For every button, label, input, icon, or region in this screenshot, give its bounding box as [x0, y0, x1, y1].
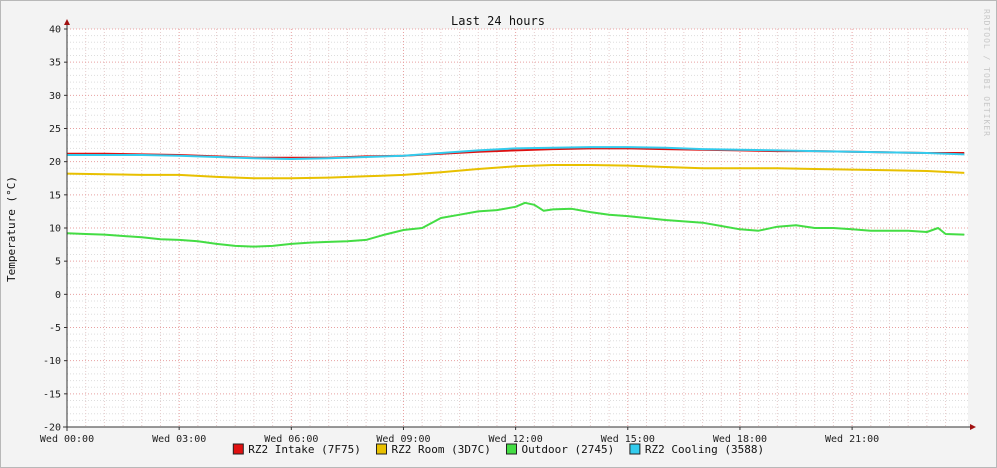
- y-tick-label: -10: [43, 356, 61, 367]
- watermark: RRDTOOL / TOBI OETIKER: [982, 9, 991, 137]
- y-tick-label: 40: [49, 25, 61, 36]
- x-tick-label: Wed 03:00: [152, 434, 206, 445]
- legend-swatch: [629, 443, 641, 455]
- axes: [63, 19, 976, 431]
- major-grid: [66, 28, 968, 428]
- y-axis-label: Temperature (°C): [5, 176, 18, 282]
- x-tick-label: Wed 09:00: [376, 434, 430, 445]
- series-line-4: [67, 146, 965, 160]
- y-tick-label: -5: [49, 323, 61, 334]
- y-tick-label: 15: [49, 190, 61, 201]
- series-line-3: [66, 201, 965, 248]
- y-tick-label: 30: [49, 91, 61, 102]
- series-line-2: [66, 164, 965, 180]
- y-tick-label: -15: [43, 389, 61, 400]
- x-tick-label: Wed 00:00: [40, 434, 94, 445]
- minor-grid: [67, 29, 968, 427]
- y-tick-label: 20: [49, 157, 61, 168]
- x-tick-label: Wed 15:00: [601, 434, 655, 445]
- legend-swatch: [232, 443, 244, 455]
- x-tick-labels: Wed 00:00 Wed 03:00 Wed 06:00 Wed 09:00 Wed …: [40, 434, 879, 445]
- y-tick-label: -20: [43, 423, 61, 434]
- y-tick-label: 0: [55, 290, 61, 301]
- legend-label: RZ2 Intake (7F75): [248, 443, 361, 456]
- y-tick-label: 10: [49, 224, 61, 235]
- x-axis-arrow: [970, 424, 976, 430]
- legend-swatch: [376, 443, 387, 455]
- legend-label: RZ2 Cooling (3588): [645, 443, 764, 456]
- series-layer: [66, 146, 965, 248]
- y-tick-label: 35: [49, 58, 61, 69]
- y-tick-label: 5: [55, 257, 61, 268]
- y-tick-labels: 40 35 30 25 20 15 10 5 0 -5 -10 -15 -20: [43, 25, 61, 434]
- legend-label: Outdoor (2745): [522, 443, 615, 456]
- x-tick-label: Wed 18:00: [713, 434, 767, 445]
- legend-swatch: [506, 443, 517, 455]
- y-tick-label: 25: [49, 124, 61, 135]
- y-axis-arrow: [64, 19, 70, 25]
- chart-title: Last 24 hours: [451, 14, 545, 28]
- x-tick-label: Wed 21:00: [825, 434, 879, 445]
- x-tick-label: Wed 12:00: [489, 434, 543, 445]
- x-tick-label: Wed 06:00: [264, 434, 318, 445]
- legend-label: RZ2 Room (3D7C): [392, 443, 491, 456]
- legend: RZ2 Intake (7F75) RZ2 Room (3D7C) Outdoor …: [232, 443, 764, 456]
